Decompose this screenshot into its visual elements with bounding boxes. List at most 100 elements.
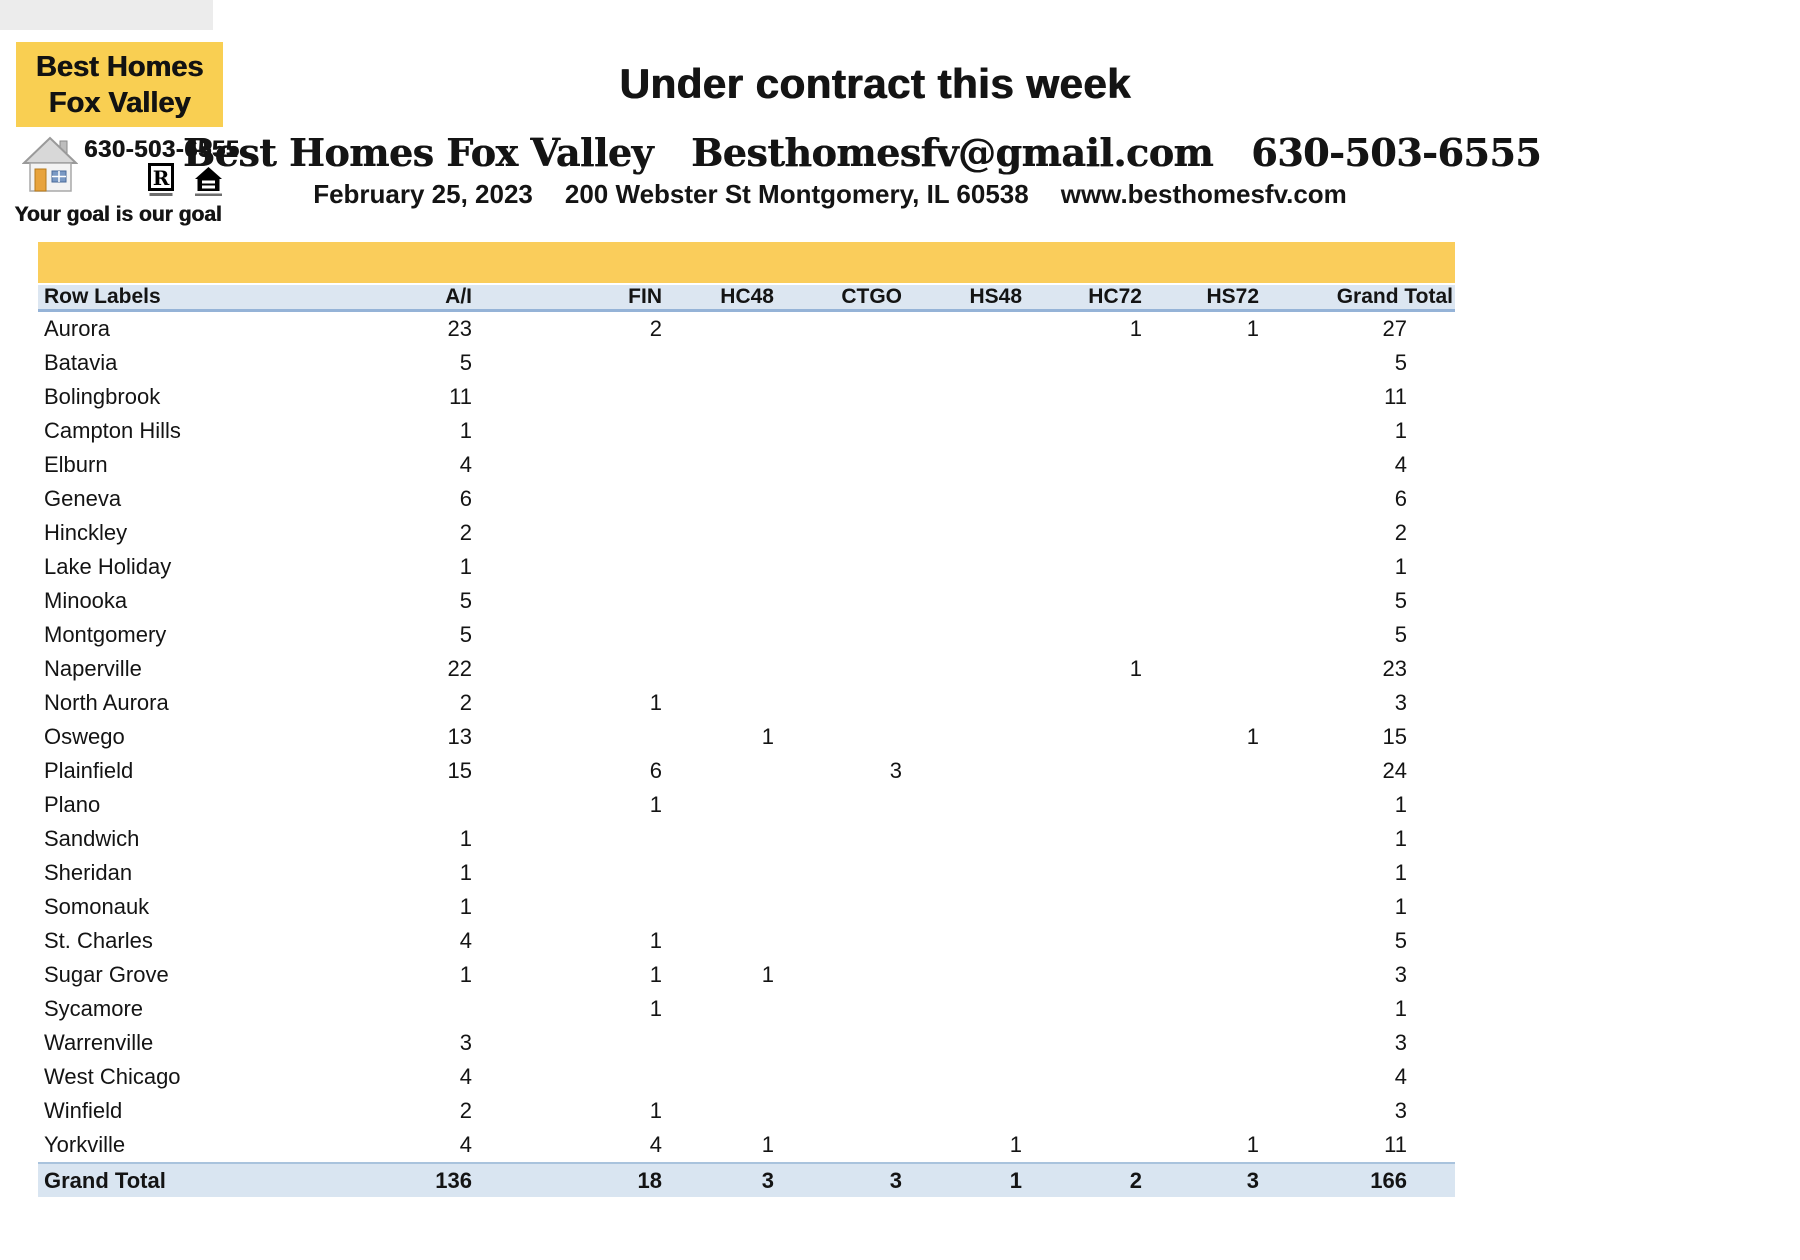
table-row: Sheridan 1 1 [38,856,1455,890]
value-cell [480,890,670,924]
value-cell: 1 [1246,1132,1259,1157]
row-label-cell: Yorkville [44,1132,126,1157]
row-label-cell: Minooka [44,588,128,613]
value-cell [670,1060,782,1094]
column-header-grand-total: Grand Total [1267,285,1455,312]
value-cell: 5 [459,588,472,613]
row-label-cell: Batavia [44,350,118,375]
value-cell [782,380,910,414]
value-cell: 1 [1394,826,1407,851]
value-cell [910,686,1030,720]
page-title: Under contract this week [619,60,1131,107]
value-cell [670,856,782,890]
value-cell [1030,788,1150,822]
value-cell [670,1026,782,1060]
date-address-line: February 25, 2023 200 Webster St Montgom… [0,179,1660,210]
value-cell: 13 [447,724,472,749]
grand-total-cell: 18 [480,1162,670,1197]
value-cell [1150,890,1267,924]
table-row: Sugar Grove 1 1 1 3 [38,958,1455,992]
value-cell [782,720,910,754]
row-label-cell: Sheridan [44,860,133,885]
value-cell [1030,822,1150,856]
value-cell [1150,516,1267,550]
value-cell [1030,584,1150,618]
value-cell: 23 [1382,656,1407,681]
value-cell: 1 [1394,554,1407,579]
value-cell: 1 [649,962,662,987]
value-cell: 1 [459,894,472,919]
table-row: West Chicago 4 4 [38,1060,1455,1094]
value-cell: 1 [649,996,662,1021]
value-cell [480,720,670,754]
value-cell [1030,346,1150,380]
value-cell: 2 [459,690,472,715]
value-cell [782,958,910,992]
row-label-cell: North Aurora [44,690,169,715]
value-cell: 3 [1394,690,1407,715]
value-cell: 1 [1246,724,1259,749]
company-email: Besthomesfv@gmail.com [691,130,1214,175]
value-cell [670,346,782,380]
value-cell [365,788,480,822]
logo-tagline: Your goal is our goal [14,203,222,226]
logo-title-line2: Fox Valley [48,86,191,119]
value-cell [670,618,782,652]
value-cell: 1 [1129,656,1142,681]
column-header-ai: A/I [365,285,480,312]
value-cell: 1 [1246,316,1259,341]
value-cell: 1 [761,724,774,749]
value-cell [782,822,910,856]
row-label-cell: Sandwich [44,826,140,851]
logo-title-line1: Best Homes [35,50,204,83]
value-cell [1030,992,1150,1026]
value-cell [670,924,782,958]
corner-strip [0,0,213,30]
row-label-cell: Montgomery [44,622,167,647]
value-cell: 1 [1394,860,1407,885]
row-label-cell: Bolingbrook [44,384,161,409]
value-cell: 4 [649,1132,662,1157]
value-cell [1150,788,1267,822]
row-label-cell: Elburn [44,452,108,477]
value-cell [782,414,910,448]
value-cell: 1 [1394,418,1407,443]
value-cell [1150,448,1267,482]
table-row: Oswego 13 1 1 15 [38,720,1455,754]
value-cell [480,618,670,652]
grand-total-cell: 3 [782,1162,910,1197]
column-header-hc48: HC48 [670,285,782,312]
row-label-cell: Naperville [44,656,142,681]
realtor-logo: R [148,163,174,196]
value-cell: 15 [447,758,472,783]
value-cell [910,346,1030,380]
value-cell [670,754,782,788]
value-cell [782,992,910,1026]
value-cell: 1 [761,962,774,987]
value-cell [1150,618,1267,652]
table-row: Campton Hills 1 1 [38,414,1455,448]
value-cell [1150,822,1267,856]
value-cell: 6 [649,758,662,783]
value-cell [670,822,782,856]
grand-total-cell: 1 [910,1162,1030,1197]
table-row: North Aurora 2 1 3 [38,686,1455,720]
value-cell: 2 [459,520,472,545]
grand-total-cell: 136 [365,1162,480,1197]
value-cell [1150,856,1267,890]
value-cell [782,652,910,686]
value-cell [910,311,1030,347]
value-cell: 22 [447,656,472,681]
value-cell [782,618,910,652]
value-cell: 2 [459,1098,472,1123]
value-cell [480,652,670,686]
value-cell [782,1026,910,1060]
table-row: Plainfield 15 6 3 24 [38,754,1455,788]
value-cell [670,652,782,686]
column-header-hs48: HS48 [910,285,1030,312]
value-cell [1150,958,1267,992]
value-cell: 1 [1394,894,1407,919]
column-header-fin: FIN [480,285,670,312]
grand-total-cell: 2 [1030,1162,1150,1197]
column-header-row-labels: Row Labels [38,285,365,312]
